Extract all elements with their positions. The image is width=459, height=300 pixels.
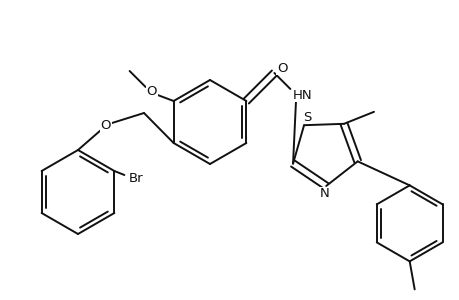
- Text: N: N: [319, 188, 328, 200]
- Text: O: O: [276, 61, 287, 74]
- Text: HN: HN: [292, 88, 311, 101]
- Text: O: O: [146, 85, 157, 98]
- Text: S: S: [302, 111, 311, 124]
- Text: O: O: [101, 118, 111, 131]
- Text: Br: Br: [129, 172, 143, 185]
